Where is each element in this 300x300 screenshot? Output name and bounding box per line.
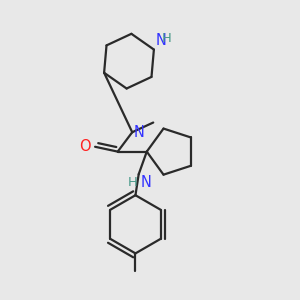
Text: N: N bbox=[140, 175, 151, 190]
Text: H: H bbox=[127, 176, 137, 189]
Text: H: H bbox=[162, 32, 172, 45]
Text: N: N bbox=[155, 33, 167, 48]
Text: O: O bbox=[80, 139, 91, 154]
Text: N: N bbox=[134, 125, 145, 140]
